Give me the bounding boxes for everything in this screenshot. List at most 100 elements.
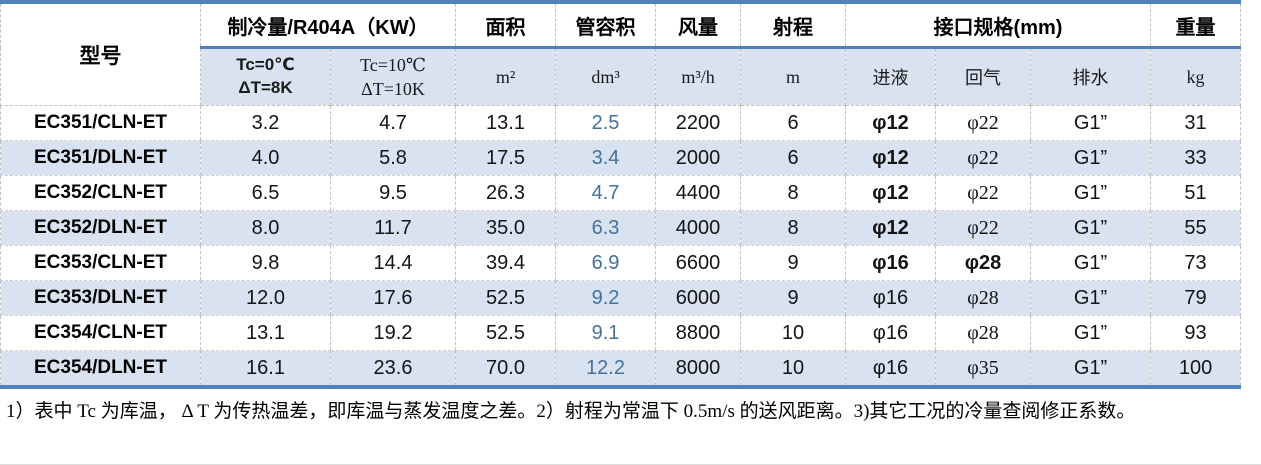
model-cell: EC353/CLN-ET [0,245,201,281]
unit-airflow: m³/h [655,47,741,106]
col-header-connector-group: 接口规格(mm) [845,2,1151,49]
unit-throw: m [740,47,846,106]
airflow-cell: 2000 [655,140,741,176]
gas-cell: φ35 [935,350,1031,387]
col-header-airflow: 风量 [655,2,741,49]
col-header-area: 面积 [455,2,556,49]
gas-cell: φ28 [935,245,1031,281]
col-header-weight: 重量 [1150,2,1242,49]
cooling10-cell: 17.6 [329,280,456,316]
table-row: EC351/CLN-ET 3.2 4.7 13.1 2.5 2200 6 φ12… [0,105,1242,141]
throw-cell: 6 [740,105,846,141]
volume-cell: 6.9 [555,245,656,281]
cooling0-cell: 3.2 [200,105,331,141]
model-cell: EC353/DLN-ET [0,280,201,316]
col-subheader-cooling-tc0: Tc=0℃ ΔT=8K [200,47,331,106]
volume-cell: 6.3 [555,210,656,246]
col-subheader-drain: 排水 [1030,47,1151,106]
volume-cell: 4.7 [555,175,656,211]
table-row: EC353/DLN-ET 12.0 17.6 52.5 9.2 6000 9 φ… [0,280,1242,316]
weight-cell: 31 [1150,105,1242,141]
throw-cell: 9 [740,280,846,316]
weight-cell: 79 [1150,280,1242,316]
col-subheader-gas: 回气 [935,47,1031,106]
header-row-groups: 型号 制冷量/R404A（KW） 面积 管容积 风量 射程 接口规格(mm) 重… [0,2,1242,106]
tc10-line2: ΔT=10K [361,79,425,99]
liquid-cell: φ16 [845,280,936,316]
table-row: EC352/CLN-ET 6.5 9.5 26.3 4.7 4400 8 φ12… [0,175,1242,211]
gas-cell: φ22 [935,140,1031,176]
table-row: EC354/CLN-ET 13.1 19.2 52.5 9.1 8800 10 … [0,315,1242,351]
drain-cell: G1” [1030,175,1151,211]
weight-cell: 93 [1150,315,1242,351]
cooling10-cell: 23.6 [329,350,456,387]
area-cell: 13.1 [455,105,556,141]
drain-cell: G1” [1030,245,1151,281]
model-cell: EC351/CLN-ET [0,105,201,141]
airflow-cell: 6600 [655,245,741,281]
col-subheader-cooling-tc10: Tc=10℃ ΔT=10K [329,47,456,106]
col-header-volume: 管容积 [555,2,656,49]
cooling0-cell: 13.1 [200,315,331,351]
tc0-line2: ΔT=8K [238,78,293,97]
volume-cell: 9.2 [555,280,656,316]
drain-cell: G1” [1030,210,1151,246]
footnote-text: 1）表中 Tc 为库温， Δ T 为传热温差，即库温与蒸发温度之差。2）射程为常… [6,401,1136,422]
unit-weight: kg [1150,47,1242,106]
airflow-cell: 2200 [655,105,741,141]
tc0-line1: Tc=0℃ [236,55,295,75]
liquid-cell: φ12 [845,175,936,211]
drain-cell: G1” [1030,105,1151,141]
table-row: EC354/DLN-ET 16.1 23.6 70.0 12.2 8000 10… [0,350,1242,387]
airflow-cell: 8000 [655,350,741,387]
model-cell: EC354/CLN-ET [0,315,201,351]
unit-volume: dm³ [555,47,656,106]
cooling0-cell: 4.0 [200,140,331,176]
spec-table: 型号 制冷量/R404A（KW） 面积 管容积 风量 射程 接口规格(mm) 重… [0,0,1242,389]
airflow-cell: 6000 [655,280,741,316]
volume-cell: 12.2 [555,350,656,387]
col-header-throw: 射程 [740,2,846,49]
area-cell: 17.5 [455,140,556,176]
tc10-line1: Tc=10℃ [360,54,427,75]
model-cell: EC351/DLN-ET [0,140,201,176]
gas-cell: φ28 [935,315,1031,351]
area-cell: 26.3 [455,175,556,211]
drain-cell: G1” [1030,350,1151,387]
area-cell: 35.0 [455,210,556,246]
liquid-cell: φ16 [845,315,936,351]
col-header-model: 型号 [0,2,201,106]
throw-cell: 6 [740,140,846,176]
cooling10-cell: 11.7 [329,210,456,246]
table-row: EC351/DLN-ET 4.0 5.8 17.5 3.4 2000 6 φ12… [0,140,1242,176]
airflow-cell: 4000 [655,210,741,246]
cooling10-cell: 5.8 [329,140,456,176]
volume-cell: 3.4 [555,140,656,176]
drain-cell: G1” [1030,315,1151,351]
weight-cell: 55 [1150,210,1242,246]
area-cell: 52.5 [455,315,556,351]
weight-cell: 73 [1150,245,1242,281]
volume-cell: 2.5 [555,105,656,141]
table-row: EC353/CLN-ET 9.8 14.4 39.4 6.9 6600 9 φ1… [0,245,1242,281]
table-row: EC352/DLN-ET 8.0 11.7 35.0 6.3 4000 8 φ1… [0,210,1242,246]
cooling0-cell: 16.1 [200,350,331,387]
cooling10-cell: 19.2 [329,315,456,351]
throw-cell: 10 [740,350,846,387]
unit-area: m² [455,47,556,106]
cooling10-cell: 4.7 [329,105,456,141]
throw-cell: 9 [740,245,846,281]
gas-cell: φ22 [935,210,1031,246]
airflow-cell: 8800 [655,315,741,351]
liquid-cell: φ12 [845,105,936,141]
airflow-cell: 4400 [655,175,741,211]
cooling0-cell: 6.5 [200,175,331,211]
col-header-cooling-group: 制冷量/R404A（KW） [199,2,456,49]
weight-cell: 51 [1150,175,1242,211]
cooling0-cell: 8.0 [200,210,331,246]
throw-cell: 8 [740,210,846,246]
throw-cell: 8 [740,175,846,211]
col-subheader-liquid: 进液 [845,47,936,106]
drain-cell: G1” [1030,280,1151,316]
